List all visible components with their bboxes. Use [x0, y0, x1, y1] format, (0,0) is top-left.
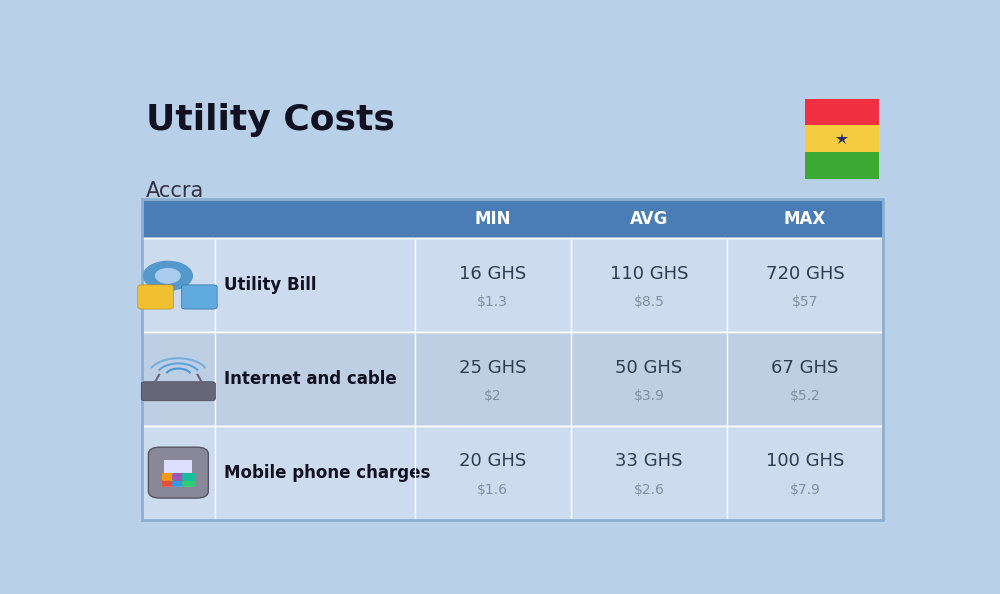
FancyBboxPatch shape — [148, 447, 208, 498]
Text: Utility Bill: Utility Bill — [224, 276, 316, 294]
FancyBboxPatch shape — [805, 125, 879, 152]
Text: MIN: MIN — [474, 210, 511, 228]
Text: 25 GHS: 25 GHS — [459, 359, 526, 377]
Text: 50 GHS: 50 GHS — [615, 359, 682, 377]
FancyBboxPatch shape — [182, 479, 196, 487]
FancyBboxPatch shape — [181, 285, 217, 309]
FancyBboxPatch shape — [805, 99, 879, 125]
FancyBboxPatch shape — [141, 382, 215, 401]
Text: 16 GHS: 16 GHS — [459, 265, 526, 283]
Text: 33 GHS: 33 GHS — [615, 453, 683, 470]
FancyBboxPatch shape — [162, 479, 175, 487]
FancyBboxPatch shape — [142, 200, 883, 238]
Text: $2.6: $2.6 — [633, 482, 664, 497]
FancyBboxPatch shape — [182, 473, 196, 481]
Text: 20 GHS: 20 GHS — [459, 453, 526, 470]
FancyBboxPatch shape — [172, 473, 185, 481]
FancyBboxPatch shape — [142, 332, 883, 426]
FancyBboxPatch shape — [138, 285, 173, 309]
Text: $57: $57 — [792, 295, 818, 309]
Text: 100 GHS: 100 GHS — [766, 453, 844, 470]
Circle shape — [156, 268, 180, 283]
Text: Utility Costs: Utility Costs — [146, 103, 395, 137]
Circle shape — [143, 261, 192, 290]
Text: Internet and cable: Internet and cable — [224, 370, 397, 388]
Text: 67 GHS: 67 GHS — [771, 359, 839, 377]
FancyBboxPatch shape — [142, 426, 883, 520]
Text: $1.3: $1.3 — [477, 295, 508, 309]
Text: AVG: AVG — [630, 210, 668, 228]
Text: Accra: Accra — [146, 181, 204, 201]
Text: $1.6: $1.6 — [477, 482, 508, 497]
Text: 110 GHS: 110 GHS — [610, 265, 688, 283]
Text: $2: $2 — [484, 388, 502, 403]
Text: $5.2: $5.2 — [790, 388, 820, 403]
Text: Mobile phone charges: Mobile phone charges — [224, 464, 430, 482]
FancyBboxPatch shape — [142, 238, 883, 332]
Text: $8.5: $8.5 — [633, 295, 664, 309]
Text: $7.9: $7.9 — [789, 482, 820, 497]
FancyBboxPatch shape — [162, 473, 175, 481]
Text: $3.9: $3.9 — [633, 388, 664, 403]
Text: MAX: MAX — [784, 210, 826, 228]
FancyBboxPatch shape — [172, 479, 185, 487]
Text: 720 GHS: 720 GHS — [766, 265, 844, 283]
FancyBboxPatch shape — [164, 460, 192, 486]
FancyBboxPatch shape — [805, 152, 879, 179]
